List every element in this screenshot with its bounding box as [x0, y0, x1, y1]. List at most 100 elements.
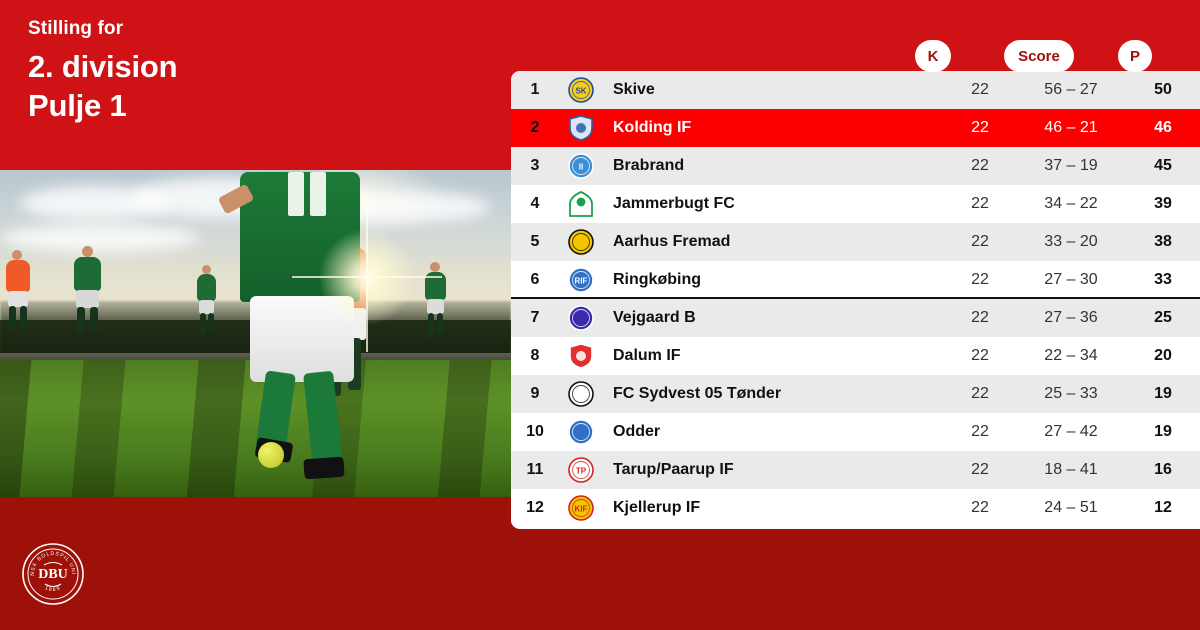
cell-goal-score: 34 – 22 [1044, 195, 1098, 212]
cell-points: 38 [1154, 233, 1172, 250]
cell-team-name: Ringkøbing [613, 271, 701, 288]
cell-points: 50 [1154, 81, 1172, 98]
cell-points: 16 [1154, 461, 1172, 478]
cell-rank: 2 [530, 119, 540, 136]
column-header-p: P [1118, 40, 1152, 72]
table-row[interactable]: 9 FC Sydvest 05 Tønder 22 25 – 33 19 [511, 375, 1200, 413]
football-match-photo [0, 170, 511, 497]
cell-team-name: FC Sydvest 05 Tønder [613, 385, 782, 402]
sun-flare [312, 222, 422, 332]
cell-team-name: Aarhus Fremad [613, 233, 731, 250]
cell-matches-played: 22 [971, 347, 989, 364]
dbu-logo: DANSK BOLDSPIL UNION 1889 DBU [20, 539, 84, 605]
table-row[interactable]: 3 II Brabrand 22 37 – 19 45 [511, 147, 1200, 185]
cell-matches-played: 22 [971, 461, 989, 478]
cell-rank: 10 [526, 423, 544, 440]
svg-text:KIF: KIF [575, 504, 588, 513]
cell-rank: 5 [530, 233, 540, 250]
cell-points: 45 [1154, 157, 1172, 174]
cell-goal-score: 33 – 20 [1044, 233, 1098, 250]
cell-points: 25 [1154, 309, 1172, 326]
club-crest-kjellerup: KIF [559, 495, 603, 521]
cell-team-name: Kolding IF [613, 119, 692, 136]
table-row[interactable]: 12 KIF Kjellerup IF 22 24 – 51 12 [511, 489, 1200, 527]
club-crest-aarhusfremad [559, 229, 603, 255]
cell-goal-score: 46 – 21 [1044, 119, 1098, 136]
cell-team-name: Tarup/Paarup IF [613, 461, 734, 478]
cell-rank: 11 [526, 461, 544, 478]
club-crest-brabrand: II [559, 153, 603, 179]
cell-team-name: Kjellerup IF [613, 499, 701, 516]
svg-text:II: II [579, 162, 583, 171]
cell-points: 20 [1154, 347, 1172, 364]
title-line-2: Pulje 1 [28, 88, 127, 124]
cell-goal-score: 24 – 51 [1044, 499, 1098, 516]
cell-rank: 9 [530, 385, 540, 402]
cell-team-name: Brabrand [613, 157, 685, 174]
club-crest-vejgaard [559, 305, 603, 331]
club-crest-sydvest [559, 381, 603, 407]
cell-matches-played: 22 [971, 195, 989, 212]
cell-goal-score: 18 – 41 [1044, 461, 1098, 478]
cell-points: 46 [1154, 119, 1172, 136]
svg-text:RIF: RIF [575, 276, 588, 285]
cell-rank: 12 [526, 499, 544, 516]
pitch-grass [0, 359, 511, 497]
table-row[interactable]: 5 Aarhus Fremad 22 33 – 20 38 [511, 223, 1200, 261]
table-row[interactable]: 10 Odder 22 27 – 42 19 [511, 413, 1200, 451]
club-crest-odder [559, 419, 603, 445]
cell-goal-score: 27 – 36 [1044, 309, 1098, 326]
cell-goal-score: 56 – 27 [1044, 81, 1098, 98]
table-header-pills: K Score P [511, 40, 1200, 72]
cell-team-name: Jammerbugt FC [613, 195, 735, 212]
cell-rank: 8 [530, 347, 540, 364]
cloud [0, 224, 200, 252]
cell-points: 12 [1154, 499, 1172, 516]
cell-matches-played: 22 [971, 81, 989, 98]
table-row[interactable]: 4 Jammerbugt FC 22 34 – 22 39 [511, 185, 1200, 223]
cell-matches-played: 22 [971, 385, 989, 402]
table-row[interactable]: 1 SK Skive 22 56 – 27 50 [511, 71, 1200, 109]
cell-team-name: Odder [613, 423, 661, 440]
cell-matches-played: 22 [971, 157, 989, 174]
cell-goal-score: 27 – 42 [1044, 423, 1098, 440]
cell-rank: 1 [530, 81, 540, 98]
table-row[interactable]: 2 Kolding IF 22 46 – 21 46 [511, 109, 1200, 147]
cell-rank: 7 [530, 309, 540, 326]
cell-team-name: Vejgaard B [613, 309, 696, 326]
svg-text:SK: SK [575, 86, 586, 95]
cell-team-name: Dalum IF [613, 347, 681, 364]
cell-points: 33 [1154, 271, 1172, 288]
cell-points: 19 [1154, 423, 1172, 440]
title-block: Stilling for 2. division Pulje 1 [28, 18, 178, 126]
club-crest-kolding [559, 115, 603, 141]
club-crest-ringkobing: RIF [559, 267, 603, 293]
svg-text:TP: TP [576, 466, 587, 475]
standings-table: 1 SK Skive 22 56 – 27 50 2 Kolding IF 22 46 – 21 4… [511, 71, 1200, 529]
cell-points: 39 [1154, 195, 1172, 212]
cell-matches-played: 22 [971, 271, 989, 288]
title-line-1: 2. division [28, 48, 178, 84]
cell-goal-score: 27 – 30 [1044, 271, 1098, 288]
football [258, 442, 284, 468]
table-row[interactable]: 6 RIF Ringkøbing 22 27 – 30 33 [511, 261, 1200, 299]
cell-goal-score: 37 – 19 [1044, 157, 1098, 174]
kicker-text: Stilling for [28, 18, 124, 39]
cell-team-name: Skive [613, 81, 655, 98]
cell-goal-score: 22 – 34 [1044, 347, 1098, 364]
cell-matches-played: 22 [971, 499, 989, 516]
table-row[interactable]: 7 Vejgaard B 22 27 – 36 25 [511, 299, 1200, 337]
table-row[interactable]: 8 Dalum IF 22 22 – 34 20 [511, 337, 1200, 375]
table-row[interactable]: 11 TP Tarup/Paarup IF 22 18 – 41 16 [511, 451, 1200, 489]
club-crest-taruppaarup: TP [559, 457, 603, 483]
svg-text:1889: 1889 [44, 585, 62, 593]
cell-matches-played: 22 [971, 119, 989, 136]
cell-matches-played: 22 [971, 309, 989, 326]
cell-matches-played: 22 [971, 233, 989, 250]
column-header-score: Score [1004, 40, 1074, 72]
page-title: 2. division Pulje 1 [28, 47, 178, 126]
cell-rank: 4 [530, 195, 540, 212]
club-crest-dalum [559, 343, 603, 369]
cell-goal-score: 25 – 33 [1044, 385, 1098, 402]
column-header-k: K [915, 40, 951, 72]
